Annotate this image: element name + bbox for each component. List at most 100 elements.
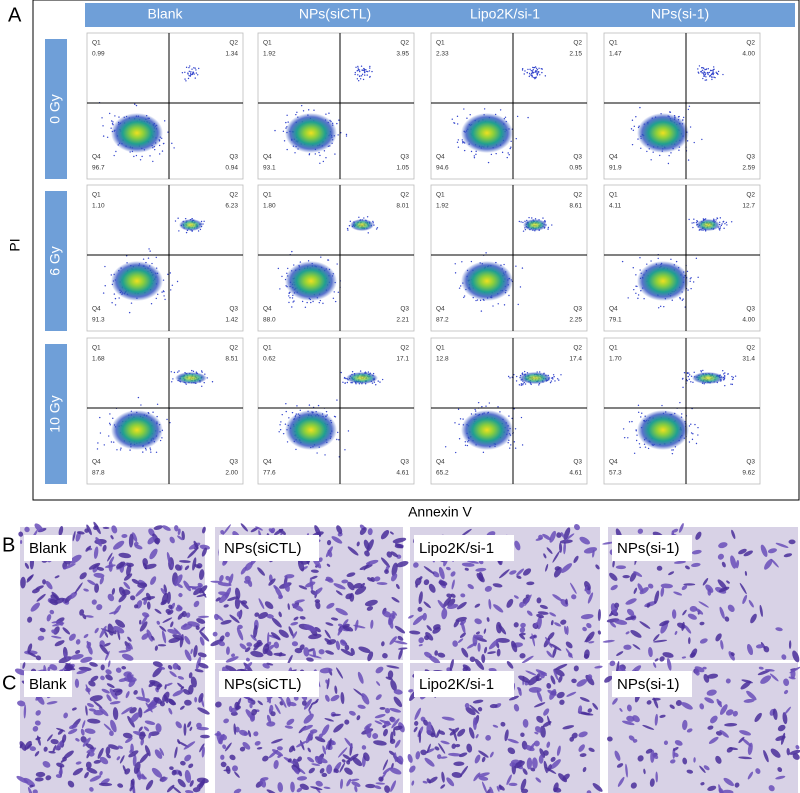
cell [418, 591, 423, 605]
cell [725, 678, 731, 684]
cell [181, 530, 185, 541]
event-dot [319, 299, 322, 302]
event-dot [501, 151, 504, 154]
event-dot [286, 114, 288, 116]
cell [310, 569, 319, 573]
cell [455, 743, 461, 748]
event-dot [171, 142, 173, 145]
quadrant-value: 2.33 [436, 51, 449, 58]
cell [684, 565, 690, 570]
cell [290, 621, 299, 626]
cell [83, 633, 89, 639]
cell [513, 622, 519, 628]
cell [251, 708, 258, 716]
cell [717, 553, 724, 560]
event-dot [112, 417, 114, 420]
cell [559, 542, 563, 553]
cell [615, 565, 627, 570]
cell [365, 783, 376, 789]
cell [610, 584, 618, 591]
quadrant-value: 1.92 [263, 51, 276, 58]
event-dot [459, 418, 462, 420]
cell [478, 750, 489, 758]
quadrant-value: 0.95 [569, 165, 582, 172]
cell [239, 643, 247, 650]
event-dot [189, 75, 191, 77]
y-axis-label: PI [7, 238, 23, 251]
cell [268, 528, 275, 534]
cell [689, 652, 696, 658]
quadrant-value: 1.34 [225, 51, 238, 58]
event-dot [553, 375, 555, 378]
cell [632, 644, 641, 650]
cell [504, 729, 509, 742]
cell [131, 578, 140, 585]
cell [683, 583, 696, 586]
cell [128, 533, 134, 548]
cell [333, 768, 339, 774]
cell [735, 560, 740, 569]
event-dot [381, 378, 384, 381]
event-dot [192, 370, 195, 373]
cell [526, 757, 533, 770]
event-dot [291, 306, 293, 308]
cell [366, 606, 374, 611]
cell [350, 647, 355, 656]
cell [637, 528, 644, 534]
event-dot [700, 370, 702, 372]
cell [691, 562, 701, 568]
cell [254, 740, 261, 746]
event-dot [152, 160, 154, 163]
event-dot [357, 80, 360, 82]
cell [69, 554, 82, 564]
cell [220, 754, 225, 760]
event-dot [703, 75, 705, 77]
cell [495, 638, 510, 643]
cell [361, 745, 367, 750]
cell [218, 641, 226, 647]
density-cloud [111, 261, 163, 301]
event-dot [337, 291, 340, 293]
event-dot [188, 70, 191, 73]
cell [253, 625, 258, 639]
cell [424, 651, 433, 658]
cell [370, 619, 374, 629]
cell [178, 770, 183, 777]
event-dot [536, 72, 538, 74]
cell [723, 777, 734, 787]
event-dot [719, 229, 721, 231]
cell [104, 564, 116, 568]
cell [278, 611, 282, 618]
cell [88, 562, 101, 570]
cell [396, 561, 409, 568]
cell [707, 673, 719, 679]
event-dot [463, 108, 465, 110]
event-dot [711, 78, 713, 81]
cell [477, 706, 483, 712]
cell [556, 532, 562, 538]
cell [550, 756, 556, 762]
event-dot [707, 68, 709, 70]
cell [553, 567, 562, 578]
cell [595, 564, 600, 570]
cell [270, 632, 281, 641]
cell [125, 645, 132, 652]
event-dot [508, 154, 510, 156]
cell [141, 773, 146, 780]
row-header: 0 Gy [47, 94, 63, 124]
cell [81, 720, 86, 729]
cell [107, 552, 113, 562]
event-dot [723, 227, 725, 230]
cell [361, 693, 370, 705]
cell [152, 666, 163, 678]
cell [175, 721, 182, 729]
event-dot [687, 289, 689, 291]
cell [411, 780, 415, 786]
cell [715, 731, 723, 736]
cell [738, 756, 752, 760]
cell [681, 585, 688, 591]
cell [414, 707, 421, 721]
cell [141, 687, 145, 699]
cell [233, 723, 237, 736]
cell [325, 679, 329, 684]
